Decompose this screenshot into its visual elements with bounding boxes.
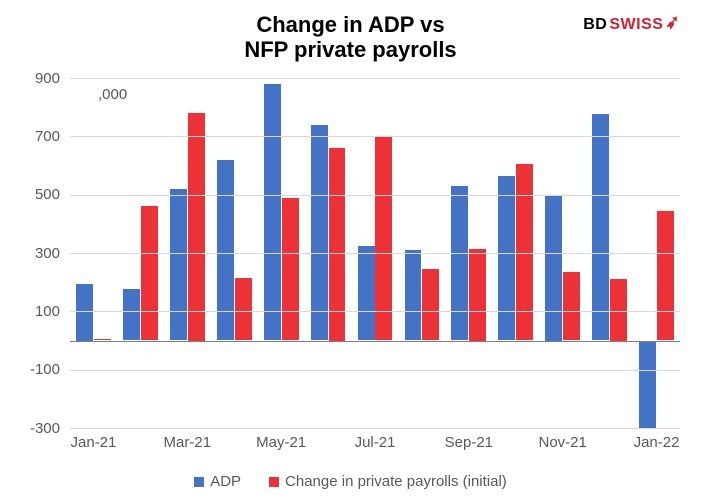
bar-adp bbox=[498, 176, 515, 341]
x-tick-label: Sep-21 bbox=[445, 434, 493, 451]
gridline bbox=[70, 428, 680, 429]
legend-swatch bbox=[194, 477, 204, 487]
y-tick-label: 700 bbox=[0, 128, 60, 145]
legend-item-adp: ADP bbox=[194, 473, 241, 490]
bar-adp bbox=[451, 186, 468, 341]
bar-adp bbox=[311, 125, 328, 341]
bar-nfp bbox=[141, 206, 158, 340]
gridline bbox=[70, 370, 680, 371]
x-tick-label: Mar-21 bbox=[164, 434, 212, 451]
logo-bd: BD bbox=[583, 16, 607, 34]
bar-adp bbox=[264, 84, 281, 341]
legend: ADP Change in private payrolls (initial) bbox=[0, 473, 701, 490]
gridline bbox=[70, 136, 680, 137]
title-line1: Change in ADP vs bbox=[256, 12, 444, 37]
legend-swatch bbox=[269, 477, 279, 487]
y-tick-label: -300 bbox=[0, 420, 60, 437]
bar-nfp bbox=[610, 279, 627, 340]
bar-nfp bbox=[235, 278, 252, 341]
x-tick-label: Jan-22 bbox=[634, 434, 680, 451]
y-tick-label: 100 bbox=[0, 303, 60, 320]
bar-nfp bbox=[282, 198, 299, 341]
title-line2: NFP private payrolls bbox=[244, 37, 456, 62]
x-tick-label: Jan-21 bbox=[71, 434, 117, 451]
x-tick-label: Nov-21 bbox=[539, 434, 587, 451]
gridline bbox=[70, 78, 680, 79]
bar-nfp bbox=[563, 272, 580, 341]
legend-label: Change in private payrolls (initial) bbox=[285, 473, 507, 490]
y-tick-label: 900 bbox=[0, 70, 60, 87]
bar-adp bbox=[639, 341, 656, 429]
bar-adp bbox=[405, 250, 422, 340]
legend-item-nfp: Change in private payrolls (initial) bbox=[269, 473, 507, 490]
gridline bbox=[70, 253, 680, 254]
gridline bbox=[70, 195, 680, 196]
logo-swiss: SWISS bbox=[609, 16, 663, 34]
plot-area bbox=[70, 78, 680, 428]
bar-nfp bbox=[657, 211, 674, 341]
y-tick-label: -100 bbox=[0, 361, 60, 378]
legend-label: ADP bbox=[210, 473, 241, 490]
x-tick-label: Jul-21 bbox=[355, 434, 396, 451]
bar-adp bbox=[217, 160, 234, 341]
y-tick-label: 300 bbox=[0, 245, 60, 262]
bar-nfp bbox=[188, 113, 205, 341]
bar-nfp bbox=[422, 269, 439, 340]
bar-adp bbox=[123, 289, 140, 340]
bar-adp bbox=[592, 114, 609, 340]
y-axis-unit: ,000 bbox=[98, 86, 127, 103]
x-tick-label: May-21 bbox=[256, 434, 306, 451]
gridline bbox=[70, 311, 680, 312]
chart-container: Change in ADP vs NFP private payrolls BD… bbox=[0, 0, 701, 500]
y-tick-label: 500 bbox=[0, 186, 60, 203]
logo-arrow-icon: ➶ bbox=[664, 11, 683, 34]
bar-adp bbox=[358, 246, 375, 341]
brand-logo: BDSWISS ➶ bbox=[583, 14, 681, 35]
bar-adp bbox=[545, 196, 562, 340]
zero-line bbox=[70, 341, 680, 342]
bar-nfp bbox=[375, 136, 392, 340]
bar-adp bbox=[170, 189, 187, 341]
bar-nfp bbox=[469, 249, 486, 341]
